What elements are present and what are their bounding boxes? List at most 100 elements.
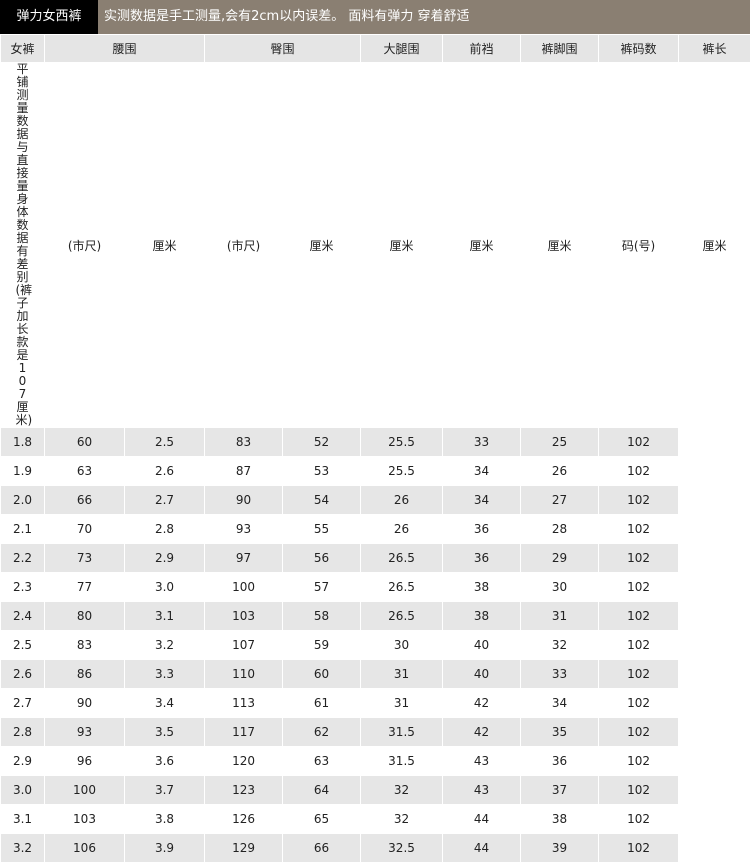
unit-header: 厘米 (283, 63, 361, 428)
table-cell: 31.5 (361, 747, 443, 776)
table-cell: 3.8 (125, 805, 205, 834)
table-cell: 102 (599, 486, 679, 515)
table-cell: 26 (361, 515, 443, 544)
table-cell: 117 (205, 718, 283, 747)
table-cell: 32 (521, 631, 599, 660)
table-cell: 100 (45, 776, 125, 805)
table-cell: 2.5 (1, 631, 45, 660)
table-cell: 90 (205, 486, 283, 515)
table-cell: 2.7 (125, 486, 205, 515)
table-cell: 102 (599, 660, 679, 689)
table-cell: 44 (443, 834, 521, 863)
table-cell: 93 (205, 515, 283, 544)
table-cell: 38 (521, 805, 599, 834)
table-cell: 25.5 (361, 428, 443, 457)
table-cell: 2.4 (1, 602, 45, 631)
table-cell: 63 (45, 457, 125, 486)
table-cell: 38 (443, 602, 521, 631)
table-cell: 42 (443, 689, 521, 718)
table-cell: 102 (599, 428, 679, 457)
unit-header: 厘米 (125, 63, 205, 428)
unit-header: 厘米 (443, 63, 521, 428)
table-cell: 102 (599, 834, 679, 863)
group-header-front-rise: 前裆 (443, 35, 521, 63)
table-cell: 54 (283, 486, 361, 515)
table-cell: 3.2 (125, 631, 205, 660)
side-note-text: 平铺测量数据与直接量身体数据有差别(裤子加长款是107厘米) (16, 63, 30, 427)
table-cell: 83 (45, 631, 125, 660)
table-cell: 62 (283, 718, 361, 747)
unit-header-row: 平铺测量数据与直接量身体数据有差别(裤子加长款是107厘米) (市尺) 厘米 (… (1, 63, 750, 428)
table-cell: 2.7 (1, 689, 45, 718)
table-cell: 66 (283, 834, 361, 863)
table-cell: 40 (443, 660, 521, 689)
unit-header: 码(号) (599, 63, 679, 428)
table-cell: 55 (283, 515, 361, 544)
table-cell: 1.9 (1, 457, 45, 486)
corner-cell: 女裤 (1, 35, 45, 63)
table-cell: 3.9 (125, 834, 205, 863)
table-cell: 26.5 (361, 544, 443, 573)
unit-header: 厘米 (679, 63, 750, 428)
table-cell: 123 (205, 776, 283, 805)
table-cell: 43 (443, 776, 521, 805)
table-cell: 60 (283, 660, 361, 689)
table-cell: 70 (45, 515, 125, 544)
table-cell: 86 (45, 660, 125, 689)
table-cell: 37 (521, 776, 599, 805)
table-cell: 102 (599, 515, 679, 544)
group-header-row: 女裤 腰围 臀围 大腿围 前裆 裤脚围 裤码数 裤长 (1, 35, 750, 63)
table-cell: 26.5 (361, 602, 443, 631)
table-cell: 2.9 (1, 747, 45, 776)
header-bar: 弹力女西裤 实测数据是手工测量,会有2cm以内误差。 面料有弹力 穿着舒适 (0, 0, 750, 34)
table-cell: 3.1 (1, 805, 45, 834)
table-cell: 3.1 (125, 602, 205, 631)
table-cell: 102 (599, 747, 679, 776)
table-cell: 36 (443, 544, 521, 573)
table-cell: 102 (599, 457, 679, 486)
table-cell: 113 (205, 689, 283, 718)
table-cell: 61 (283, 689, 361, 718)
group-header-hip: 臀围 (205, 35, 361, 63)
table-cell: 26 (521, 457, 599, 486)
table-cell: 110 (205, 660, 283, 689)
unit-header: 厘米 (521, 63, 599, 428)
table-cell: 102 (599, 602, 679, 631)
measurement-note: 实测数据是手工测量,会有2cm以内误差。 面料有弹力 穿着舒适 (104, 0, 469, 34)
table-cell: 25.5 (361, 457, 443, 486)
table-cell: 30 (361, 631, 443, 660)
table-cell: 58 (283, 602, 361, 631)
table-cell: 107 (205, 631, 283, 660)
table-cell: 102 (599, 805, 679, 834)
table-cell: 29 (521, 544, 599, 573)
table-cell: 2.1 (1, 515, 45, 544)
table-cell: 34 (443, 457, 521, 486)
table-cell: 32 (361, 776, 443, 805)
table-cell: 33 (443, 428, 521, 457)
table-cell: 44 (443, 805, 521, 834)
table-cell: 30 (521, 573, 599, 602)
size-table: 女裤 腰围 臀围 大腿围 前裆 裤脚围 裤码数 裤长 平铺测量数据与直接量身体数… (0, 34, 750, 863)
table-cell: 60 (45, 428, 125, 457)
table-cell: 102 (599, 776, 679, 805)
table-cell: 2.6 (1, 660, 45, 689)
table-cell: 28 (521, 515, 599, 544)
table-cell: 2.9 (125, 544, 205, 573)
table-cell: 39 (521, 834, 599, 863)
table-cell: 53 (283, 457, 361, 486)
table-cell: 102 (599, 573, 679, 602)
table-cell: 31 (361, 660, 443, 689)
table-cell: 26 (361, 486, 443, 515)
table-cell: 3.0 (125, 573, 205, 602)
table-cell: 120 (205, 747, 283, 776)
